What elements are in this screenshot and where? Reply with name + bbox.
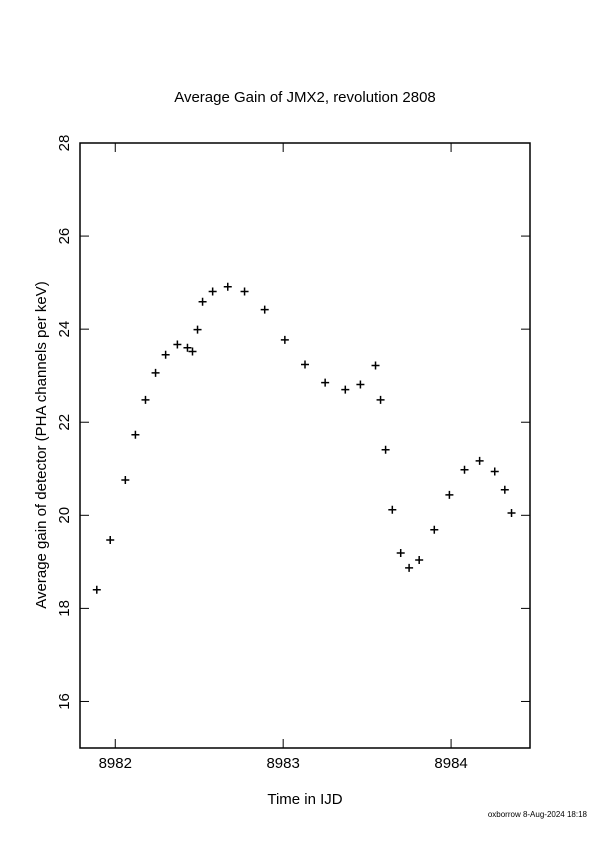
data-point <box>131 430 140 439</box>
data-point <box>106 535 115 544</box>
data-point <box>430 525 439 534</box>
x-tick-label: 8982 <box>99 755 132 772</box>
y-tick-label: 18 <box>56 600 73 617</box>
footer: oxborrow 8-Aug-2024 18:18 <box>488 810 588 819</box>
data-point <box>490 467 499 476</box>
data-point <box>198 297 207 306</box>
y-tick-label: 22 <box>56 414 73 431</box>
data-point <box>388 505 397 514</box>
data-point <box>188 347 197 356</box>
y-axis-label: Average gain of detector (PHA channels p… <box>33 281 50 608</box>
data-point <box>173 340 182 349</box>
data-point <box>445 490 454 499</box>
data-point <box>151 368 160 377</box>
data-point <box>381 445 390 454</box>
y-tick-label: 26 <box>56 228 73 245</box>
data-point <box>371 361 380 370</box>
data-point <box>396 549 405 558</box>
data-point <box>193 325 202 334</box>
x-axis-label: Time in IJD <box>267 791 342 808</box>
data-point <box>415 555 424 564</box>
data-point <box>405 563 414 572</box>
y-tick-label: 20 <box>56 507 73 524</box>
data-point <box>341 385 350 394</box>
data-point <box>475 456 484 465</box>
data-point <box>280 335 289 344</box>
chart-title: Average Gain of JMX2, revolution 2808 <box>174 89 436 106</box>
data-point <box>460 465 469 474</box>
data-point <box>121 475 130 484</box>
data-point <box>500 485 509 494</box>
data-point <box>321 378 330 387</box>
plot-frame <box>79 142 531 749</box>
data-point <box>356 380 365 389</box>
data-point <box>161 350 170 359</box>
data-point <box>376 395 385 404</box>
y-tick-label: 28 <box>56 135 73 152</box>
data-point <box>507 508 516 517</box>
data-point <box>208 287 217 296</box>
x-tick-label: 8983 <box>266 755 299 772</box>
data-point <box>92 585 101 594</box>
data-point <box>183 343 192 352</box>
y-tick-label: 16 <box>56 693 73 710</box>
y-tick-label: 24 <box>56 321 73 338</box>
data-point <box>223 282 232 291</box>
data-point <box>141 395 150 404</box>
data-point <box>240 287 249 296</box>
x-tick-label: 8984 <box>434 755 467 772</box>
data-point <box>260 305 269 314</box>
data-point <box>301 360 309 369</box>
